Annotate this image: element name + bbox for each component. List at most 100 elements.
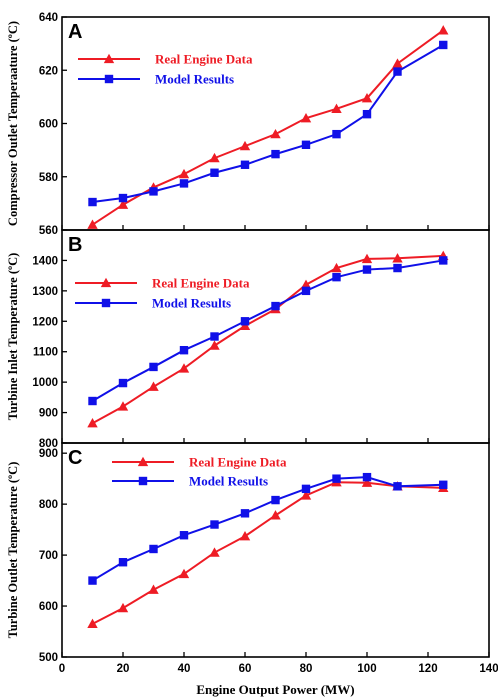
- data-point-model: [179, 179, 189, 188]
- panel-b-frame: [61, 229, 490, 444]
- legend-marker: [103, 53, 115, 64]
- data-point-real: [300, 112, 312, 123]
- data-point-model: [439, 480, 448, 489]
- data-point-model: [271, 301, 280, 311]
- x-tick-label: 60: [239, 663, 252, 675]
- data-point-real: [270, 510, 281, 520]
- data-point-real: [239, 531, 251, 541]
- y-axis-label: Compressor Outlet Temperaature (ºC): [6, 21, 20, 226]
- y-tick-label: 580: [39, 172, 58, 184]
- data-point-model: [271, 149, 280, 159]
- data-point-model: [210, 168, 219, 177]
- panel-letter: A: [68, 21, 82, 43]
- y-tick-label: 700: [39, 550, 58, 562]
- legend-label: Real Engine Data: [152, 276, 250, 291]
- series-line-real-engine-data: [92, 481, 444, 625]
- x-tick-label: 80: [300, 663, 313, 675]
- data-point-model: [149, 544, 158, 554]
- y-tick-label: 900: [39, 448, 58, 460]
- legend-label: Real Engine Data: [189, 455, 287, 470]
- data-point-model: [301, 140, 311, 149]
- series-line-real-engine-data: [92, 254, 444, 425]
- legend-marker: [101, 298, 111, 308]
- data-point-model: [439, 256, 448, 265]
- data-point-real: [270, 128, 281, 139]
- panel-c-frame: [61, 442, 490, 658]
- x-tick-label: 120: [418, 663, 437, 675]
- data-point-real: [178, 363, 190, 373]
- legend-marker: [104, 74, 114, 84]
- data-point-model: [362, 109, 372, 119]
- legend-marker: [138, 476, 148, 486]
- data-point-model: [149, 362, 158, 372]
- data-point-real: [87, 418, 98, 428]
- data-point-real: [148, 381, 159, 391]
- y-tick-label: 500: [39, 652, 58, 664]
- data-point-real: [300, 279, 312, 289]
- y-tick-label: 600: [39, 601, 58, 613]
- y-tick-label: 1300: [32, 286, 58, 298]
- data-point-real: [178, 168, 190, 179]
- data-point-real: [87, 219, 98, 229]
- y-axis-label: Turbine Outlet Temperature (ºC): [6, 462, 20, 639]
- y-tick-label: 620: [39, 65, 58, 77]
- data-point-real: [178, 568, 190, 579]
- data-point-real: [87, 618, 98, 629]
- y-tick-label: 1200: [32, 316, 58, 328]
- y-tick-label: 1100: [33, 347, 58, 359]
- y-tick-label: 1400: [32, 255, 58, 267]
- series-line-real-engine-data: [91, 29, 444, 226]
- data-point-model: [271, 495, 280, 505]
- data-point-model: [88, 576, 97, 585]
- data-point-model: [118, 378, 128, 388]
- data-point-model: [88, 197, 97, 207]
- data-point-real: [148, 584, 159, 594]
- data-point-model: [240, 317, 250, 326]
- legend-marker: [137, 456, 149, 467]
- data-point-model: [210, 332, 219, 341]
- data-point-model: [301, 286, 311, 296]
- data-point-real: [300, 490, 312, 500]
- data-point-real: [392, 58, 403, 68]
- data-point-model: [301, 484, 311, 494]
- x-tick-label: 0: [59, 663, 65, 675]
- data-point-real: [209, 547, 220, 557]
- data-point-model: [393, 263, 402, 273]
- data-point-model: [210, 520, 219, 529]
- data-point-real: [361, 477, 373, 487]
- data-point-real: [117, 199, 129, 209]
- data-point-real: [117, 401, 129, 411]
- y-tick-label: 600: [39, 119, 58, 131]
- y-tick-label: 1000: [32, 377, 58, 389]
- y-tick-label: 800: [39, 499, 58, 511]
- legend-marker: [100, 277, 112, 288]
- data-point-model: [179, 531, 189, 540]
- data-point-real: [361, 253, 373, 264]
- x-tick-label: 100: [357, 663, 376, 675]
- panel-letter: B: [68, 234, 82, 256]
- x-tick-label: 40: [178, 663, 191, 675]
- data-point-model: [118, 193, 128, 203]
- y-tick-label: 640: [39, 12, 58, 24]
- y-tick-label: 800: [39, 438, 58, 450]
- data-point-model: [362, 265, 372, 274]
- legend-label: Model Results: [152, 296, 231, 311]
- series-line-model-results: [91, 259, 444, 402]
- data-point-model: [118, 558, 128, 567]
- data-point-model: [393, 482, 402, 491]
- data-point-model: [439, 40, 448, 50]
- data-point-real: [331, 262, 342, 273]
- data-point-model: [149, 187, 158, 196]
- x-tick-label: 20: [117, 663, 130, 675]
- data-point-real: [209, 152, 220, 163]
- legend-label: Real Engine Data: [155, 52, 253, 67]
- series-line-model-results: [91, 476, 444, 582]
- x-tick-label: 140: [479, 663, 498, 675]
- y-tick-label: 560: [39, 225, 58, 237]
- legend-label: Model Results: [155, 72, 234, 87]
- x-axis-label: Engine Output Power (MW): [196, 682, 354, 697]
- data-point-real: [117, 602, 129, 613]
- data-point-model: [332, 272, 341, 282]
- data-point-model: [240, 509, 250, 518]
